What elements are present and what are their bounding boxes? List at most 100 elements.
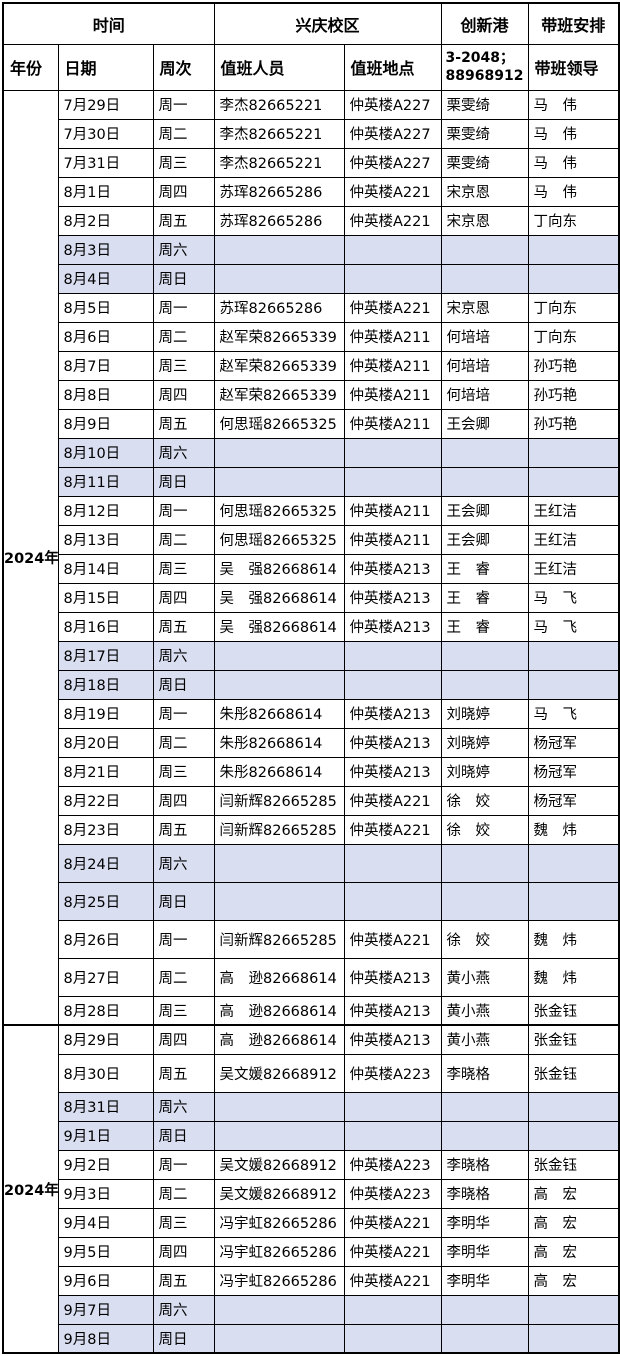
year-cell: 2024年 (2, 1024, 59, 1354)
duty-place-cell: 仲英楼A227 (343, 89, 442, 120)
table-row: 9月8日 周日 (3, 1323, 620, 1354)
header-duty-place: 值班地点 (343, 43, 442, 91)
duty-leader-cell (527, 640, 620, 671)
duty-person-cell: 朱彤82668614 (213, 756, 345, 787)
table-row: 8月13日 周二 何思瑶82665325 仲英楼A211 王会卿 王红洁 (3, 524, 620, 555)
innovation-port-cell: 刘晓婷 (440, 698, 529, 729)
table-row: 8月5日 周一 苏珲82665286 仲英楼A221 宋京恩 丁向东 (3, 292, 620, 323)
duty-person-cell: 赵军荣82665339 (213, 350, 345, 381)
table-body: 2024年 7月29日 周一 李杰82665221 仲英楼A227 栗雯绮马 伟 7月30日… (2, 89, 620, 1354)
innovation-port-cell: 徐 姣 (440, 785, 529, 816)
date-cell: 8月10日 (57, 437, 154, 468)
duty-leader-cell: 马 伟 (527, 176, 620, 207)
innovation-port-cell (440, 437, 529, 468)
duty-leader-cell: 马 伟 (527, 118, 620, 149)
table-row: 8月1日 周四 苏珲82665286 仲英楼A221 宋京恩马 伟 (3, 176, 620, 207)
duty-person-cell: 吴 强82668614 (213, 611, 345, 642)
table-row: 8月8日 周四 赵军荣82665339 仲英楼A211 何培培 孙巧艳 (3, 379, 620, 410)
duty-leader-cell: 张金钰 (527, 995, 620, 1026)
duty-place-cell: 仲英楼A213 (343, 1024, 442, 1055)
date-cell: 9月6日 (57, 1265, 154, 1296)
innovation-port-cell (440, 466, 529, 497)
duty-person-cell: 吴 强82668614 (213, 553, 345, 584)
duty-leader-cell: 王红洁 (527, 553, 620, 584)
duty-person-cell: 朱彤82668614 (213, 727, 345, 758)
weekday-cell: 周日 (152, 1120, 215, 1151)
table-header: 时间 兴庆校区 创新港 带班安排 年份 日期 周次 值班人员 值班地点 3-20… (2, 2, 620, 91)
duty-leader-cell: 高 宏 (527, 1178, 620, 1209)
duty-person-cell (213, 466, 345, 497)
weekday-cell: 周四 (152, 582, 215, 613)
innovation-port-cell: 宋京恩 (440, 205, 529, 236)
duty-place-cell (343, 843, 442, 883)
weekday-cell: 周日 (152, 881, 215, 921)
duty-leader-cell: 孙巧艳 (527, 350, 620, 381)
duty-place-cell: 仲英楼A223 (343, 1149, 442, 1180)
duty-place-cell: 仲英楼A227 (343, 147, 442, 178)
duty-leader-cell (527, 234, 620, 265)
date-cell: 8月19日 (57, 698, 154, 729)
weekday-cell: 周四 (152, 1236, 215, 1267)
weekday-cell: 周三 (152, 756, 215, 787)
weekday-cell: 周二 (152, 957, 215, 997)
innovation-port-cell: 黄小燕 (440, 1024, 529, 1055)
date-cell: 8月5日 (57, 292, 154, 323)
duty-person-cell: 高 逊82668614 (213, 1024, 345, 1055)
header-duty-person: 值班人员 (213, 43, 345, 91)
innovation-port-cell: 李明华 (440, 1265, 529, 1296)
duty-person-cell: 冯宇虹82665286 (213, 1236, 345, 1267)
duty-person-cell (213, 843, 345, 883)
weekday-cell: 周三 (152, 995, 215, 1026)
duty-leader-cell: 高 宏 (527, 1236, 620, 1267)
table-row: 8月3日 周六 (3, 234, 620, 265)
date-cell: 9月7日 (57, 1294, 154, 1325)
weekday-cell: 周三 (152, 147, 215, 178)
innovation-port-cell: 李明华 (440, 1236, 529, 1267)
duty-person-cell: 吴 强82668614 (213, 582, 345, 613)
duty-person-cell (213, 437, 345, 468)
innovation-port-cell (440, 669, 529, 700)
duty-leader-cell: 马 伟 (527, 89, 620, 120)
duty-place-cell: 仲英楼A221 (343, 1236, 442, 1267)
duty-place-cell: 仲英楼A213 (343, 957, 442, 997)
innovation-port-cell (440, 843, 529, 883)
date-cell: 8月26日 (57, 919, 154, 959)
duty-leader-cell: 杨冠军 (527, 727, 620, 758)
duty-place-cell: 仲英楼A221 (343, 176, 442, 207)
weekday-cell: 周四 (152, 1024, 215, 1055)
table-row: 8月25日 周日 (3, 881, 620, 921)
duty-place-cell (343, 640, 442, 671)
innovation-port-cell: 李晓格 (440, 1178, 529, 1209)
weekday-cell: 周三 (152, 350, 215, 381)
innovation-port-cell: 何培培 (440, 321, 529, 352)
date-cell: 8月25日 (57, 881, 154, 921)
weekday-cell: 周一 (152, 292, 215, 323)
duty-person-cell (213, 1091, 345, 1122)
header-time: 时间 (2, 2, 215, 45)
duty-person-cell: 高 逊82668614 (213, 957, 345, 997)
duty-person-cell: 李杰82665221 (213, 118, 345, 149)
weekday-cell: 周三 (152, 553, 215, 584)
duty-person-cell: 李杰82665221 (213, 147, 345, 178)
duty-leader-cell: 张金钰 (527, 1024, 620, 1055)
table-row: 9月7日 周六 (3, 1294, 620, 1325)
weekday-cell: 周一 (152, 89, 215, 120)
duty-place-cell: 仲英楼A211 (343, 408, 442, 439)
innovation-port-cell: 黄小燕 (440, 995, 529, 1026)
duty-place-cell: 仲英楼A211 (343, 321, 442, 352)
weekday-cell: 周二 (152, 118, 215, 149)
duty-place-cell: 仲英楼A221 (343, 292, 442, 323)
innovation-port-cell (440, 1091, 529, 1122)
duty-person-cell: 闫新辉82665285 (213, 919, 345, 959)
table-row: 8月14日 周三吴 强82668614 仲英楼A213 王 睿王红洁 (3, 553, 620, 584)
duty-place-cell: 仲英楼A213 (343, 756, 442, 787)
duty-leader-cell: 马 飞 (527, 582, 620, 613)
duty-leader-cell: 魏 炜 (527, 814, 620, 845)
date-cell: 7月29日 (57, 89, 154, 120)
table-row: 9月4日 周三 冯宇虹82665286 仲英楼A221 李明华高 宏 (3, 1207, 620, 1238)
duty-person-cell: 苏珲82665286 (213, 205, 345, 236)
duty-leader-cell (527, 263, 620, 294)
header-innovation-contact: 3-2048；88968912 (440, 43, 529, 91)
table-row: 8月30日 周五 吴文媛82668912 仲英楼A223 李晓格 张金钰 (3, 1053, 620, 1093)
